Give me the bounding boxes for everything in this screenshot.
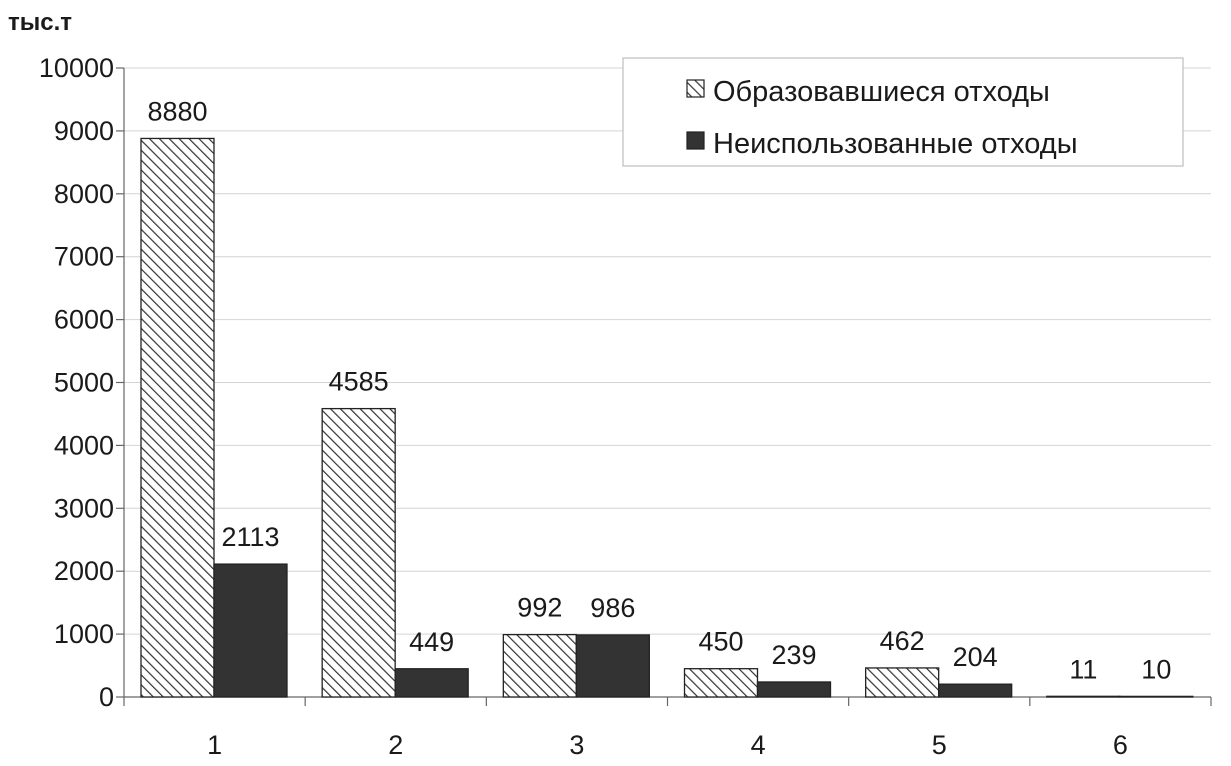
bar-unused-waste xyxy=(575,634,650,698)
y-tick-label: 10000 xyxy=(39,53,114,83)
legend-box xyxy=(622,57,1184,167)
bar-unused-waste xyxy=(756,681,832,698)
data-labels: 8880 4585 992 450 462 11 2113 449 986 239 204 10 xyxy=(147,96,1171,684)
bar-generated-waste xyxy=(865,667,940,698)
data-label-unused-waste: 2113 xyxy=(221,522,279,552)
bars xyxy=(140,137,1194,698)
y-tick-label: 6000 xyxy=(54,305,114,335)
data-label-generated-waste: 8880 xyxy=(147,96,207,126)
y-tick-label: 7000 xyxy=(54,242,114,272)
data-label-unused-waste: 239 xyxy=(771,640,816,670)
y-tick-label: 3000 xyxy=(54,493,114,523)
legend-label: Неиспользованные отходы xyxy=(713,128,1078,160)
y-tick-label: 5000 xyxy=(54,368,114,398)
bar-unused-waste xyxy=(1119,695,1194,698)
bar-generated-waste xyxy=(321,407,396,698)
data-label-generated-waste: 992 xyxy=(517,593,562,623)
data-label-unused-waste: 449 xyxy=(409,627,454,657)
legend-swatch xyxy=(686,131,705,150)
data-label-unused-waste: 204 xyxy=(953,642,998,672)
bar-unused-waste xyxy=(394,668,469,698)
data-label-generated-waste: 450 xyxy=(698,627,743,657)
bar-generated-waste xyxy=(502,633,577,698)
x-tick-label: 1 xyxy=(207,730,222,760)
y-tick-label: 4000 xyxy=(54,430,114,460)
x-tick-label: 5 xyxy=(932,730,947,760)
legend: Образовавшиеся отходы Неиспользованные от… xyxy=(622,57,1184,167)
data-label-generated-waste: 11 xyxy=(1069,654,1097,684)
bar-unused-waste xyxy=(213,563,288,698)
axes: 0 1000 2000 3000 4000 5000 6000 7000 8000 9000 100… xyxy=(39,53,1212,760)
bar-generated-waste xyxy=(683,668,759,698)
x-tick-label: 2 xyxy=(388,730,403,760)
bar-generated-waste xyxy=(1046,695,1121,698)
data-label-unused-waste: 986 xyxy=(590,593,635,623)
y-tick-label: 2000 xyxy=(54,556,114,586)
y-tick-label: 1000 xyxy=(54,619,114,649)
data-label-unused-waste: 10 xyxy=(1141,654,1171,684)
y-tick-label: 0 xyxy=(99,682,114,712)
y-axis-label: тыс.т xyxy=(8,9,72,36)
legend-label: Образовавшиеся отходы xyxy=(713,76,1050,108)
data-label-generated-waste: 4585 xyxy=(329,367,389,397)
bar-unused-waste xyxy=(938,683,1013,698)
x-tick-label: 6 xyxy=(1113,730,1128,760)
y-tick-label: 8000 xyxy=(54,179,114,209)
x-tick-label: 3 xyxy=(569,730,584,760)
legend-swatch xyxy=(686,79,705,98)
data-label-generated-waste: 462 xyxy=(880,626,925,656)
x-tick-label: 4 xyxy=(751,730,766,760)
bar-generated-waste xyxy=(140,137,215,698)
y-tick-label: 9000 xyxy=(54,116,114,146)
